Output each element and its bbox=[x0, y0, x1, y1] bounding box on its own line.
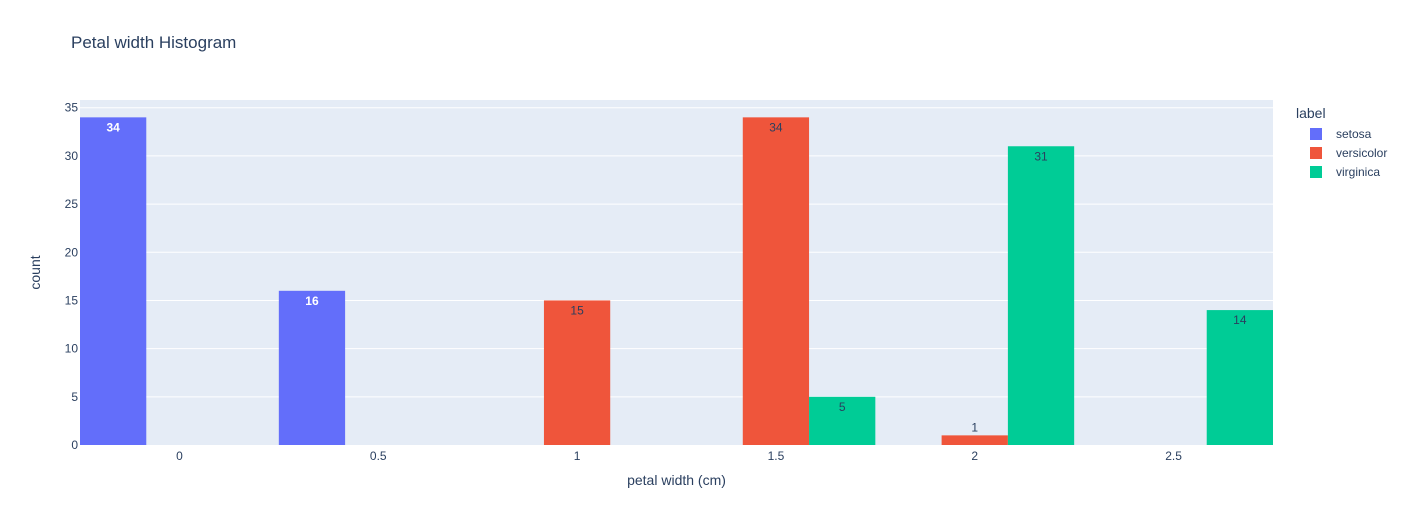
y-tick-label: 30 bbox=[65, 149, 79, 163]
y-tick-label: 25 bbox=[65, 197, 79, 211]
bar-virginica[interactable] bbox=[1206, 310, 1273, 445]
legend-swatch-virginica bbox=[1310, 165, 1322, 178]
y-tick-label: 15 bbox=[65, 293, 79, 307]
legend-item-virginica[interactable]: virginica bbox=[1296, 162, 1387, 181]
legend-label-virginica: virginica bbox=[1336, 164, 1381, 179]
y-tick-label: 20 bbox=[65, 245, 79, 259]
legend-swatch-setosa bbox=[1310, 127, 1322, 140]
bar-versicolor[interactable] bbox=[742, 117, 810, 445]
bar-value-label: 34 bbox=[769, 120, 783, 134]
bar-setosa[interactable] bbox=[80, 117, 147, 445]
y-tick-label: 10 bbox=[65, 342, 79, 356]
x-tick-label: 1 bbox=[574, 449, 581, 463]
bar-virginica[interactable] bbox=[809, 396, 876, 445]
legend-label-setosa: setosa bbox=[1336, 126, 1372, 141]
legend: label setosa versicolor virginica bbox=[1296, 105, 1387, 181]
bar-value-label: 34 bbox=[106, 120, 120, 134]
y-tick-label: 0 bbox=[71, 438, 78, 452]
bar-value-label: 15 bbox=[570, 303, 584, 317]
bar-versicolor[interactable] bbox=[543, 300, 611, 445]
bar-value-label: 5 bbox=[839, 400, 846, 414]
x-tick-labels: 0 0.5 1 1.5 2 2.5 bbox=[176, 449, 1182, 463]
bar-setosa[interactable] bbox=[278, 290, 346, 445]
y-axis-title: count bbox=[27, 255, 43, 289]
bars bbox=[80, 117, 1273, 445]
y-tick-label: 5 bbox=[71, 390, 78, 404]
chart-title: Petal width Histogram bbox=[71, 33, 237, 52]
x-tick-label: 1.5 bbox=[768, 449, 785, 463]
bar-value-label: 14 bbox=[1233, 313, 1247, 327]
legend-label-versicolor: versicolor bbox=[1336, 145, 1388, 160]
x-tick-label: 2.5 bbox=[1165, 449, 1182, 463]
plot-background bbox=[80, 100, 1273, 445]
y-tick-labels: 0 5 10 15 20 25 30 35 bbox=[65, 101, 79, 452]
bar-value-label: 1 bbox=[971, 420, 978, 434]
legend-swatch-versicolor bbox=[1310, 146, 1322, 159]
legend-item-setosa[interactable]: setosa bbox=[1296, 124, 1387, 143]
bar-value-label: 16 bbox=[305, 294, 319, 308]
bar-virginica[interactable] bbox=[1007, 146, 1075, 445]
legend-title: label bbox=[1296, 105, 1326, 121]
x-tick-label: 2 bbox=[971, 449, 978, 463]
y-tick-label: 35 bbox=[65, 101, 79, 115]
x-axis-title: petal width (cm) bbox=[627, 472, 726, 488]
x-tick-label: 0 bbox=[176, 449, 183, 463]
bar-versicolor[interactable] bbox=[941, 435, 1008, 445]
x-tick-label: 0.5 bbox=[370, 449, 387, 463]
bar-value-label: 31 bbox=[1034, 149, 1048, 163]
legend-item-versicolor[interactable]: versicolor bbox=[1296, 143, 1387, 162]
